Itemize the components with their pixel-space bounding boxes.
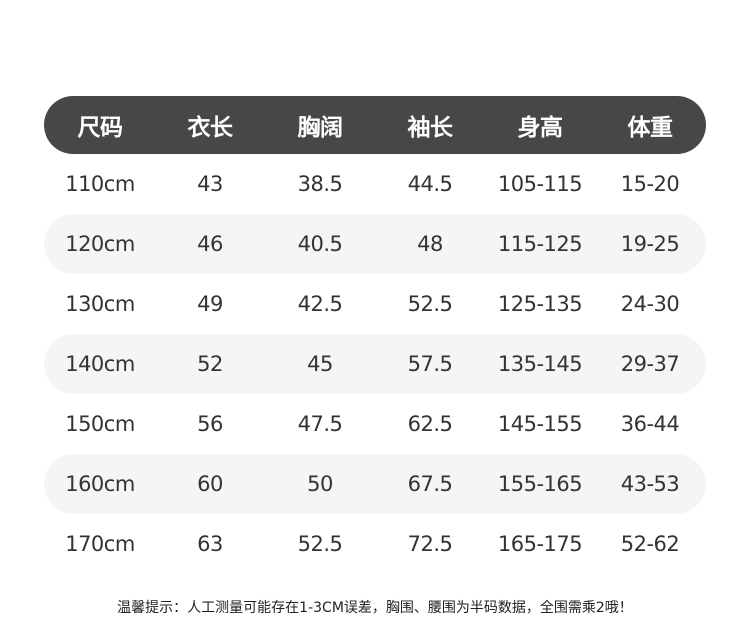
table-cell: 44.5: [407, 172, 453, 196]
table-cell: 110cm: [65, 172, 135, 196]
table-cell: 48: [417, 232, 443, 256]
table-cell: 135-145: [497, 352, 583, 376]
table-cell: 115-125: [497, 232, 583, 256]
table-cell: 105-115: [497, 172, 583, 196]
table-cell: 46: [197, 232, 223, 256]
table-cell: 52.5: [407, 292, 453, 316]
table-cell: 62.5: [407, 412, 453, 436]
table-cell: 130cm: [65, 292, 135, 316]
table-cell: 57.5: [407, 352, 453, 376]
table-cell: 47.5: [297, 412, 343, 436]
table-cell: 43-53: [620, 472, 680, 496]
table-cell: 52.5: [297, 532, 343, 556]
table-cell: 50: [307, 472, 333, 496]
table-row: 170cm 63 52.5 72.5 165-175 52-62: [44, 514, 706, 574]
table-cell: 49: [197, 292, 223, 316]
table-cell: 24-30: [620, 292, 680, 316]
table-row: 130cm 49 42.5 52.5 125-135 24-30: [44, 274, 706, 334]
header-size: 尺码: [77, 115, 124, 141]
table-cell: 145-155: [497, 412, 583, 436]
table-header: 尺码 衣长 胸阔 袖长 身高 体重: [44, 96, 706, 154]
table-row: 150cm 56 47.5 62.5 145-155 36-44: [44, 394, 706, 454]
table-cell: 165-175: [497, 532, 583, 556]
table-cell: 63: [197, 532, 223, 556]
table-cell: 42.5: [297, 292, 343, 316]
table-row: 120cm 46 40.5 48 115-125 19-25: [44, 214, 706, 274]
table-cell: 38.5: [297, 172, 343, 196]
table-cell: 160cm: [65, 472, 135, 496]
header-chest: 胸阔: [297, 115, 344, 141]
table-cell: 125-135: [497, 292, 583, 316]
table-cell: 19-25: [620, 232, 680, 256]
table-cell: 60: [197, 472, 223, 496]
table-cell: 150cm: [65, 412, 135, 436]
table-cell: 67.5: [407, 472, 453, 496]
table-cell: 56: [197, 412, 223, 436]
table-row: 140cm 52 45 57.5 135-145 29-37: [44, 334, 706, 394]
header-weight: 体重: [627, 115, 674, 141]
table-cell: 45: [307, 352, 333, 376]
table-cell: 170cm: [65, 532, 135, 556]
table-cell: 52: [197, 352, 223, 376]
measurement-note: 温馨提示：人工测量可能存在1-3CM误差，胸围、腰围为半码数据，全围需乘2哦！: [117, 600, 633, 616]
table-cell: 72.5: [407, 532, 453, 556]
table-cell: 52-62: [620, 532, 680, 556]
header-sleeve: 袖长: [407, 115, 454, 141]
table-cell: 15-20: [620, 172, 680, 196]
table-cell: 120cm: [65, 232, 135, 256]
table-cell: 140cm: [65, 352, 135, 376]
header-length: 衣长: [187, 115, 234, 141]
header-height: 身高: [517, 115, 564, 141]
table-row: 110cm 43 38.5 44.5 105-115 15-20: [44, 154, 706, 214]
table-cell: 40.5: [297, 232, 343, 256]
size-chart-table: 尺码 衣长 胸阔 袖长 身高 体重 110cm 43 38.5 44.5 105-115…: [44, 96, 706, 574]
table-row: 160cm 60 50 67.5 155-165 43-53: [44, 454, 706, 514]
table-cell: 29-37: [620, 352, 680, 376]
table-cell: 155-165: [497, 472, 583, 496]
table-cell: 43: [197, 172, 223, 196]
table-cell: 36-44: [620, 412, 680, 436]
